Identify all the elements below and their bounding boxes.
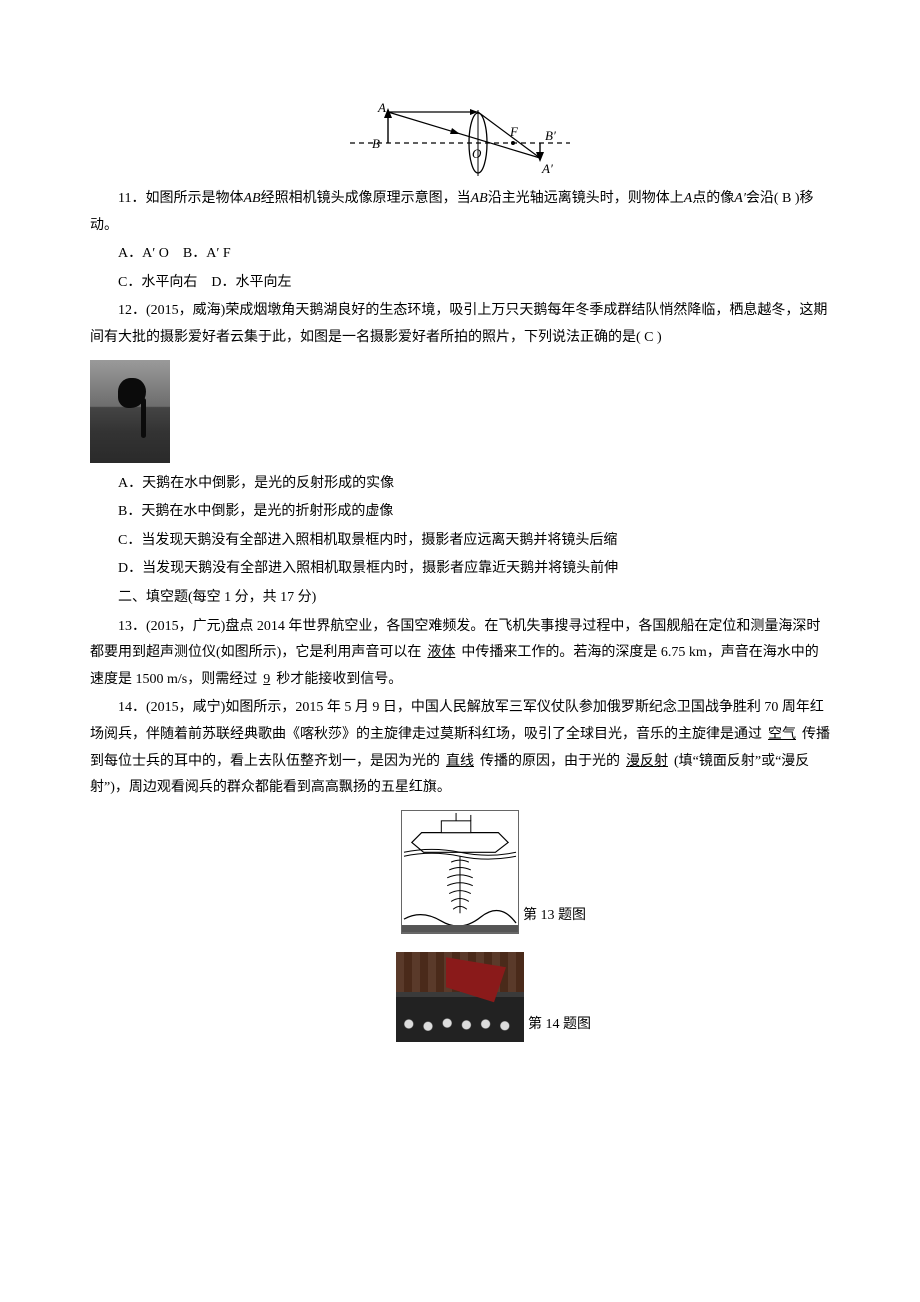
svg-text:B′: B′: [545, 128, 556, 143]
q11-ap: A′: [734, 191, 746, 206]
section2-title: 二、填空题(每空 1 分，共 17 分): [90, 585, 830, 612]
q14-blank3: 漫反射: [620, 754, 674, 769]
svg-text:O: O: [472, 146, 482, 161]
parade-crowd: [396, 997, 524, 1042]
q11-a: A: [684, 191, 693, 206]
q11-stem: 11．如图所示是物体AB经照相机镜头成像原理示意图，当AB沿主光轴远离镜头时，则…: [90, 186, 830, 239]
q11-t3: 沿主光轴远离镜头时，则物体上: [488, 191, 684, 206]
q14-p1: 14．(2015，咸宁)如图所示，2015 年 5 月 9 日，中国人民解放军三…: [90, 700, 824, 742]
q14-figure: 第 14 题图: [90, 952, 830, 1053]
lens-diagram: A B O F B′ A′: [350, 98, 570, 178]
q13-blank2: 9: [257, 672, 276, 687]
q11-t2: 经照相机镜头成像原理示意图，当: [261, 191, 471, 206]
svg-text:F: F: [509, 124, 519, 139]
q12-opt-d: D．当发现天鹅没有全部进入照相机取景框内时，摄影者应靠近天鹅并将镜头前伸: [90, 556, 830, 583]
q11-ab1: AB: [243, 191, 260, 206]
q14-p3: 传播的原因，由于光的: [480, 754, 620, 769]
q12-opt-b: B．天鹅在水中倒影，是光的折射形成的虚像: [90, 499, 830, 526]
svg-text:A: A: [377, 100, 386, 115]
q14-blank1: 空气: [762, 727, 802, 742]
q11-t1: 11．如图所示是物体: [118, 191, 243, 206]
q13-p3: 秒才能接收到信号。: [276, 672, 402, 687]
q11-opt-ab: A．A′ O B．A′ F: [90, 241, 830, 268]
q13-caption: 第 13 题图: [523, 903, 586, 930]
q13-figure: 第 13 题图: [90, 810, 830, 945]
q11-ab2: AB: [471, 191, 488, 206]
q14-stem: 14．(2015，咸宁)如图所示，2015 年 5 月 9 日，中国人民解放军三…: [90, 695, 830, 801]
q14-caption: 第 14 题图: [528, 1012, 591, 1039]
svg-text:B: B: [372, 136, 380, 151]
q12-opt-c: C．当发现天鹅没有全部进入照相机取景框内时，摄影者应远离天鹅并将镜头后缩: [90, 528, 830, 555]
q11-t4: 点的像: [692, 191, 734, 206]
q12-figure: [90, 360, 830, 463]
q11-opt-cd: C．水平向右 D．水平向左: [90, 270, 830, 297]
q13-blank1: 液体: [421, 645, 461, 660]
swan-image: [90, 360, 170, 463]
q14-blank2: 直线: [440, 754, 480, 769]
ship-sonar-image: [401, 810, 519, 934]
q12-stem: 12．(2015，威海)荣成烟墩角天鹅湖良好的生态环境，吸引上万只天鹅每年冬季成…: [90, 298, 830, 351]
q13-stem: 13．(2015，广元)盘点 2014 年世界航空业，各国空难频发。在飞机失事搜…: [90, 614, 830, 694]
q12-opt-a: A．天鹅在水中倒影，是光的反射形成的实像: [90, 471, 830, 498]
parade-image: [396, 952, 524, 1042]
svg-text:A′: A′: [541, 161, 553, 176]
q11-figure: A B O F B′ A′: [90, 98, 830, 178]
